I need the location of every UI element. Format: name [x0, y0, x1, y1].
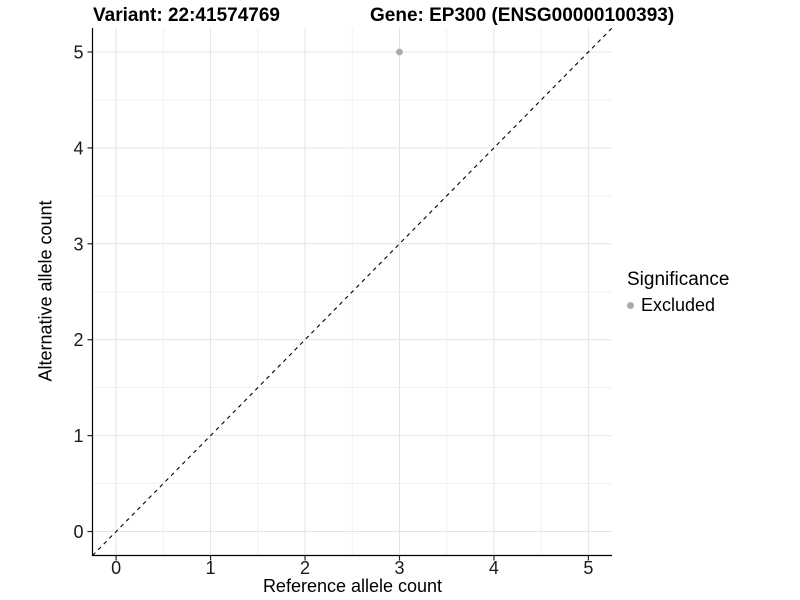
x-tick-labels: 0 1 2 3 4 5 [111, 558, 593, 578]
axis-lines [91, 28, 612, 557]
svg-text:3: 3 [394, 558, 404, 578]
legend-title: Significance [627, 269, 730, 290]
identity-reference-line [92, 27, 613, 556]
svg-text:1: 1 [206, 558, 216, 578]
svg-text:4: 4 [489, 558, 499, 578]
y-axis-title: Alternative allele count [35, 200, 56, 382]
svg-text:3: 3 [73, 234, 83, 254]
svg-text:2: 2 [300, 558, 310, 578]
legend-item-excluded: Excluded [627, 295, 729, 316]
svg-text:0: 0 [111, 558, 121, 578]
data-point [396, 48, 403, 56]
x-axis-title: Reference allele count [262, 576, 443, 596]
svg-text:4: 4 [73, 138, 83, 158]
svg-text:2: 2 [73, 330, 83, 350]
axis-tick-marks [87, 51, 589, 561]
minor-gridlines [92, 28, 612, 556]
svg-text:0: 0 [73, 522, 83, 542]
legend-item-label: Excluded [641, 295, 716, 315]
svg-text:5: 5 [73, 42, 83, 62]
legend-point-icon [627, 302, 634, 309]
svg-text:5: 5 [583, 558, 593, 578]
major-gridlines [92, 28, 612, 556]
svg-text:1: 1 [73, 426, 83, 446]
data-points [396, 48, 403, 56]
plot-title-variant: Variant: 22:41574769 [93, 5, 280, 26]
plot-title-gene: Gene: EP300 (ENSG00000100393) [370, 5, 675, 26]
y-tick-labels: 0 1 2 3 4 5 [73, 42, 83, 542]
legend: Significance Excluded [627, 269, 729, 316]
